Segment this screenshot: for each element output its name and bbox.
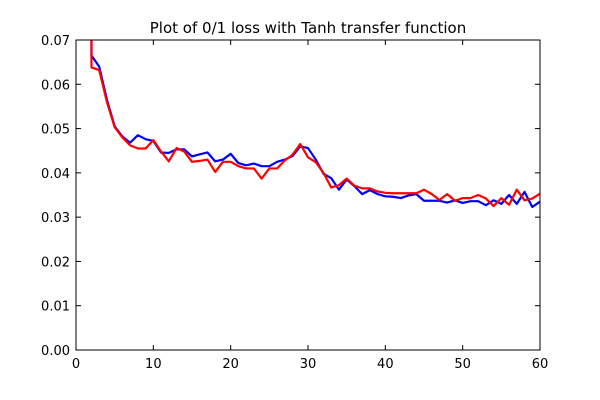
- series-layer: [90, 40, 540, 209]
- y-tick-label: 0.01: [41, 300, 70, 315]
- y-tick-label: 0.00: [41, 344, 70, 359]
- y-tick-label: 0.04: [41, 167, 70, 182]
- y-tick-label: 0.03: [41, 211, 70, 226]
- series-line-blue: [90, 40, 540, 209]
- plot-frame: [75, 39, 541, 351]
- ticks-layer: 0 10 20 30 40 50 60 0.00 0.01 0.02 0.03 0.04 0.05 0.0…: [41, 34, 548, 372]
- y-tick-label: 0.06: [41, 78, 70, 93]
- x-tick-label: 20: [222, 357, 239, 372]
- y-tick-label: 0.02: [41, 255, 70, 270]
- x-tick-label: 0: [72, 357, 80, 372]
- x-tick-label: 10: [145, 357, 162, 372]
- y-tick-label: 0.07: [41, 34, 70, 49]
- chart-title: Plot of 0/1 loss with Tanh transfer func…: [150, 19, 466, 37]
- x-tick-label: 30: [300, 357, 317, 372]
- series-line-red: [90, 40, 540, 208]
- y-tick-label: 0.05: [41, 123, 70, 138]
- x-tick-label: 40: [377, 357, 394, 372]
- x-tick-label: 50: [454, 357, 471, 372]
- x-tick-label: 60: [532, 357, 549, 372]
